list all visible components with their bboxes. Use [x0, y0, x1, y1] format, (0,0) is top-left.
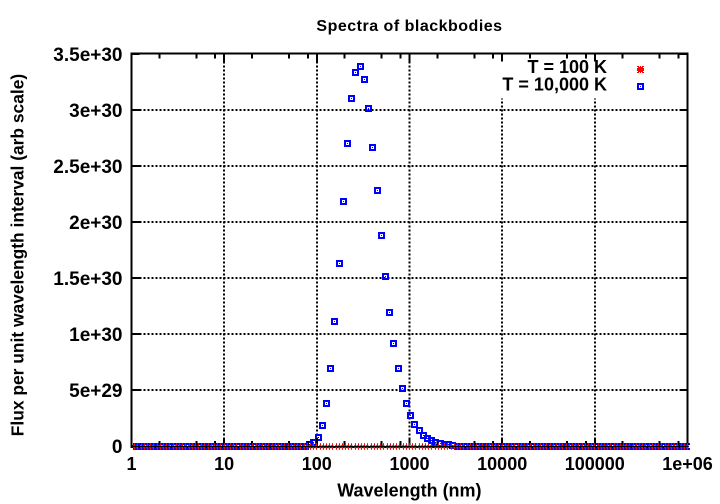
- svg-text:1e+30: 1e+30: [69, 325, 122, 346]
- svg-text:100: 100: [302, 454, 332, 474]
- svg-text:5e+29: 5e+29: [69, 381, 122, 402]
- svg-text:10: 10: [214, 454, 234, 474]
- svg-text:Spectra of blackbodies: Spectra of blackbodies: [316, 18, 502, 35]
- svg-text:Flux per unit wavelength inter: Flux per unit wavelength interval (arb s…: [8, 74, 28, 436]
- svg-text:100000: 100000: [565, 454, 625, 474]
- svg-text:1.5e+30: 1.5e+30: [53, 269, 122, 290]
- svg-text:3.5e+30: 3.5e+30: [53, 45, 122, 66]
- svg-text:3e+30: 3e+30: [69, 101, 122, 122]
- svg-text:10000: 10000: [477, 454, 527, 474]
- svg-text:T = 100 K: T = 100 K: [527, 57, 607, 77]
- svg-text:Wavelength (nm): Wavelength (nm): [337, 481, 481, 501]
- svg-text:1e+06: 1e+06: [662, 454, 713, 474]
- svg-text:2.5e+30: 2.5e+30: [53, 157, 122, 178]
- svg-text:0: 0: [112, 437, 123, 458]
- svg-text:T = 10,000 K: T = 10,000 K: [502, 74, 607, 94]
- svg-text:2e+30: 2e+30: [69, 213, 122, 234]
- svg-text:1000: 1000: [389, 454, 429, 474]
- svg-text:1: 1: [126, 454, 136, 474]
